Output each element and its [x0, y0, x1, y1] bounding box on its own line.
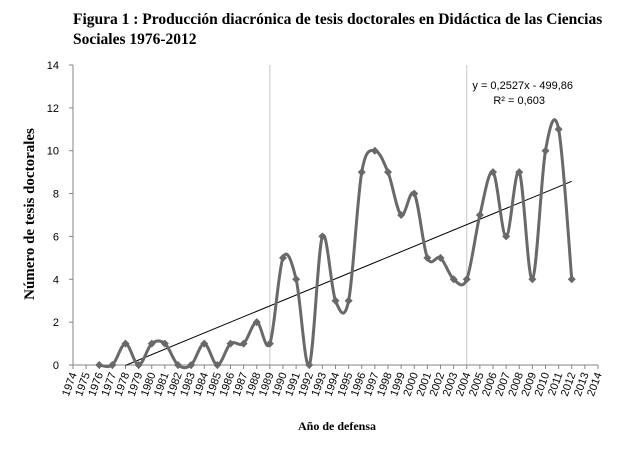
data-point: [502, 232, 511, 241]
data-point: [344, 296, 353, 305]
series-group: [99, 118, 574, 370]
data-point: [213, 361, 222, 369]
trendline-r-squared: R² = 0,603: [493, 95, 545, 107]
grid-lines: [269, 65, 468, 365]
data-point: [108, 361, 117, 369]
axes: [69, 64, 599, 369]
data-point: [475, 211, 484, 219]
data-point: [95, 361, 104, 369]
data-point: [462, 275, 471, 284]
data-point: [357, 168, 366, 177]
y-axis-title: Número de tesis doctorales: [22, 128, 38, 300]
trendline: [125, 180, 572, 366]
data-point: [292, 275, 301, 284]
y-tick-label: 10: [47, 146, 59, 158]
data-point: [449, 275, 458, 284]
data-point: [370, 146, 379, 155]
data-point: [200, 339, 209, 348]
data-point: [134, 361, 143, 369]
data-point: [121, 339, 130, 348]
trendline-group: [125, 180, 572, 366]
y-tick-label: 6: [53, 231, 59, 243]
y-tick-label: 14: [47, 60, 59, 72]
x-axis-title: Año de defensa: [298, 419, 376, 433]
data-point: [567, 275, 576, 284]
data-point: [239, 339, 248, 348]
data-point: [423, 253, 432, 262]
data-point: [279, 253, 287, 262]
y-tick-label: 4: [53, 274, 59, 286]
data-point: [174, 361, 182, 369]
data-point: [528, 275, 537, 284]
figure-title: Figura 1 : Producción diacrónica de tesi…: [73, 11, 603, 48]
y-tick-label: 0: [53, 360, 59, 372]
data-point: [305, 361, 314, 369]
y-tick-labels: 0 2 4 6 8 10 12 14: [47, 60, 59, 372]
x-tick-labels: 1974197519761977197819791980198119821983…: [60, 371, 605, 398]
data-point: [265, 339, 274, 348]
data-point: [436, 253, 445, 262]
data-point: [541, 146, 550, 155]
data-point: [410, 189, 419, 198]
data-point: [160, 339, 169, 348]
data-point: [252, 318, 261, 327]
data-point: [318, 232, 327, 241]
series-line: [99, 118, 574, 370]
trendline-equation: y = 0,2527x - 499,86: [472, 80, 573, 92]
data-point: [384, 168, 392, 177]
y-tick-label: 12: [47, 103, 59, 115]
markers-group: [95, 125, 576, 369]
data-point: [187, 361, 196, 369]
data-point: [515, 168, 524, 177]
y-tick-label: 2: [53, 317, 59, 329]
data-point: [489, 168, 497, 177]
data-point: [331, 296, 340, 305]
y-tick-label: 8: [53, 189, 59, 201]
data-point: [147, 339, 156, 348]
data-point: [554, 125, 563, 134]
data-point: [397, 211, 406, 219]
data-point: [226, 339, 235, 348]
